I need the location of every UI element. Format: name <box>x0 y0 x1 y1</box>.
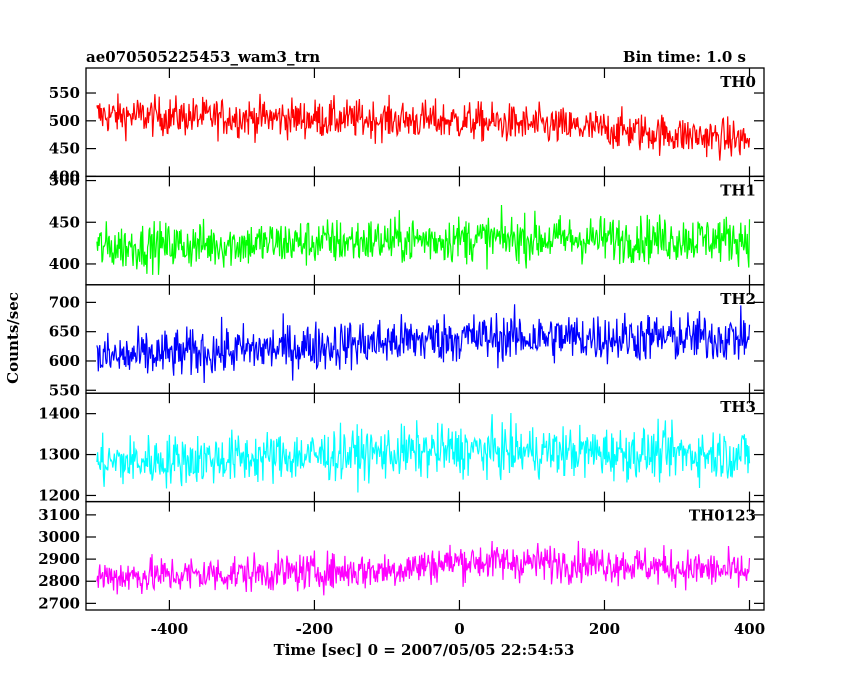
series-line-th0 <box>96 93 751 161</box>
series-line-th1 <box>96 204 751 275</box>
y-tick-label: 400 <box>49 255 80 273</box>
chart-title: ae070505225453_wam3_trn <box>86 48 320 66</box>
series-line-th3 <box>96 412 751 493</box>
y-tick-label: 3100 <box>38 506 80 524</box>
panel-label-th0123: TH0123 <box>689 507 756 525</box>
x-axis-label: Time [sec] 0 = 2007/05/05 22:54:53 <box>274 641 575 659</box>
y-tick-label: 2700 <box>38 594 80 612</box>
panels-group: 400 450 500 550 TH0 400 450 500 TH1 550 600 650 700 T… <box>38 67 765 638</box>
panel-label-th3: TH3 <box>720 398 756 416</box>
x-tick-label: 400 <box>734 620 765 638</box>
y-tick-label: 450 <box>49 140 80 158</box>
bin-time-label: Bin time: 1.0 s <box>623 48 746 66</box>
y-tick-label: 3000 <box>38 528 80 546</box>
x-tick-label: 200 <box>589 620 620 638</box>
y-tick-label: 550 <box>49 84 80 102</box>
y-tick-label: 1400 <box>38 405 80 423</box>
panel-frame <box>85 500 765 611</box>
y-tick-label: 450 <box>49 213 80 231</box>
y-tick-label: 700 <box>49 293 80 311</box>
y-tick-label: 600 <box>49 352 80 370</box>
y-tick-label: 2800 <box>38 572 80 590</box>
y-tick-label: 1300 <box>38 446 80 464</box>
x-tick-label: -400 <box>151 620 189 638</box>
series-line-th0123 <box>96 540 751 596</box>
series-line-th2 <box>96 304 751 384</box>
y-axis-label: Counts/sec <box>4 292 22 384</box>
panel-label-th2: TH2 <box>720 290 756 308</box>
y-tick-label: 500 <box>49 172 80 190</box>
x-tick-label: -200 <box>296 620 334 638</box>
y-tick-label: 1200 <box>38 486 80 504</box>
y-tick-label: 400 <box>49 167 80 185</box>
x-tick-label: 0 <box>454 620 464 638</box>
panel-label-th1: TH1 <box>720 181 756 199</box>
y-tick-label: 500 <box>49 112 80 130</box>
y-tick-label: 550 <box>49 381 80 399</box>
y-tick-label: 2900 <box>38 550 80 568</box>
panel-label-th0: TH0 <box>720 73 756 91</box>
y-tick-label: 650 <box>49 323 80 341</box>
